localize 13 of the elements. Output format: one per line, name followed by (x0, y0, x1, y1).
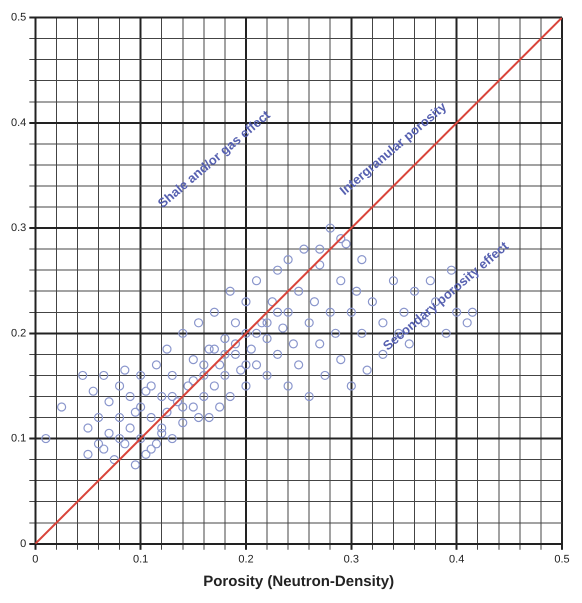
x-tick-label: 0 (32, 553, 38, 566)
y-tick-label: 0.5 (10, 12, 26, 24)
y-tick-label: 0.4 (10, 116, 26, 129)
x-tick-label: 0.5 (554, 553, 570, 566)
y-tick-label: 0.3 (10, 222, 26, 234)
y-tick-label: 0.1 (10, 432, 26, 445)
y-tick-label: 0.2 (10, 327, 26, 340)
x-tick-label: 0.4 (449, 553, 464, 566)
x-tick-label: 0.3 (344, 553, 359, 566)
x-tick-label: 0.2 (238, 553, 254, 566)
y-tick-label: 0 (20, 538, 26, 550)
x-tick-label: 0.1 (132, 553, 148, 566)
x-axis-title: Porosity (Neutron-Density) (203, 573, 394, 590)
